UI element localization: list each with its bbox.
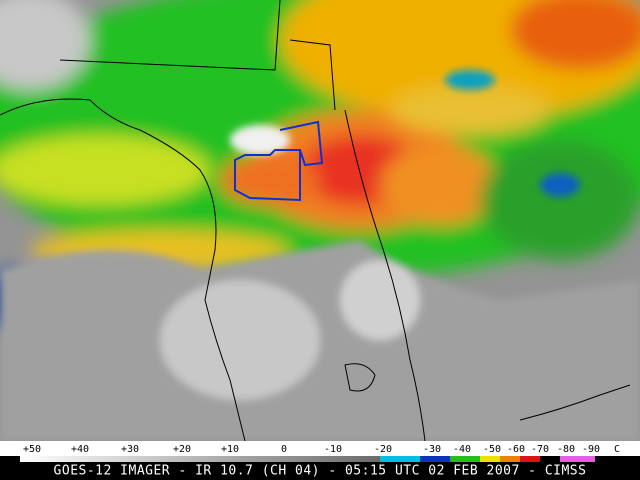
colorbar-label: -40 (453, 444, 471, 455)
colorbar-label: -50 (483, 444, 501, 455)
colorbar-label: +40 (71, 444, 89, 455)
colorbar-label: -30 (423, 444, 441, 455)
colorbar-label-band (0, 441, 640, 456)
colorbar (20, 456, 595, 462)
colorbar-label: +50 (23, 444, 41, 455)
colorbar-label: -10 (324, 444, 342, 455)
caption: GOES-12 IMAGER - IR 10.7 (CH 04) - 05:15… (54, 464, 587, 479)
colorbar-label: -20 (374, 444, 392, 455)
imagery (0, 0, 640, 442)
colorbar-label: +30 (121, 444, 139, 455)
colorbar-label: -90 (582, 444, 600, 455)
colorbar-label: -60 (507, 444, 525, 455)
colorbar-label: 0 (281, 444, 287, 455)
colorbar-unit: C (614, 444, 620, 455)
colorbar-label: -70 (531, 444, 549, 455)
colorbar-label: +10 (221, 444, 239, 455)
colorbar-label: -80 (557, 444, 575, 455)
colorbar-label: +20 (173, 444, 191, 455)
